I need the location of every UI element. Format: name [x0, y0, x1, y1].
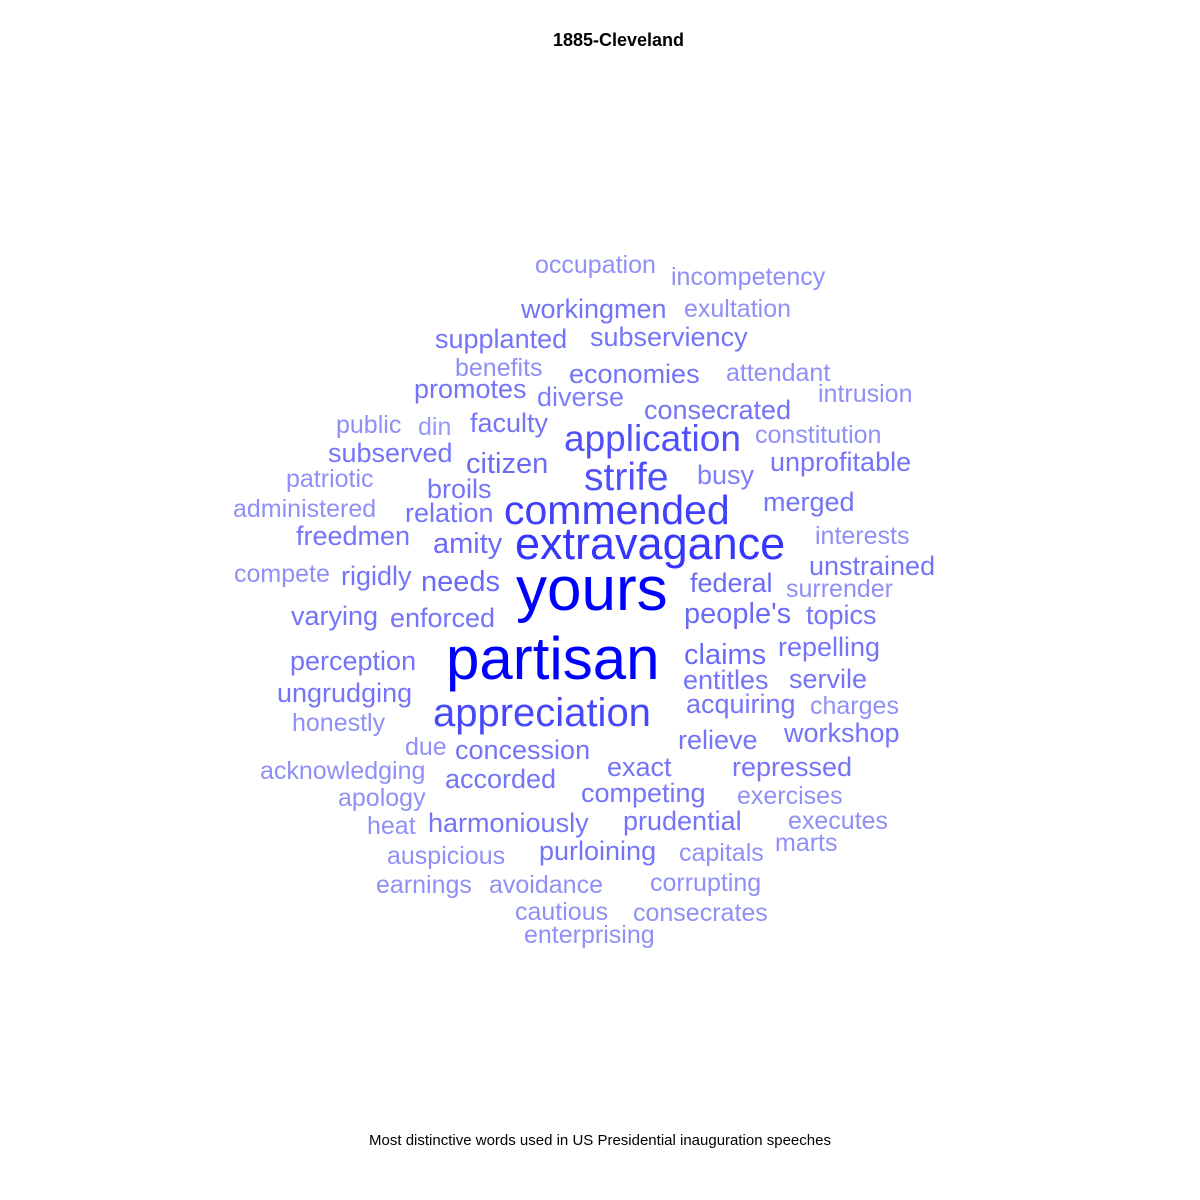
- word-diverse: diverse: [537, 382, 624, 412]
- word-benefits: benefits: [455, 354, 543, 382]
- word-consecrated: consecrated: [644, 395, 791, 425]
- chart-caption: Most distinctive words used in US Presid…: [369, 1132, 831, 1149]
- word-due: due: [405, 733, 447, 761]
- word-capitals: capitals: [679, 839, 764, 867]
- word-busy: busy: [697, 460, 755, 490]
- word-repelling: repelling: [778, 632, 880, 662]
- word-charges: charges: [810, 692, 899, 720]
- word-din: din: [418, 413, 451, 441]
- word-faculty: faculty: [470, 408, 549, 438]
- word-apology: apology: [338, 784, 426, 812]
- word-relieve: relieve: [678, 725, 758, 755]
- word-acknowledging: acknowledging: [260, 757, 425, 785]
- word-subserved: subserved: [328, 438, 453, 468]
- word-marts: marts: [775, 829, 838, 857]
- word-claims: claims: [684, 639, 766, 671]
- word-surrender: surrender: [786, 575, 893, 603]
- word-administered: administered: [233, 495, 376, 523]
- word-honestly: honestly: [292, 709, 386, 737]
- word-workingmen: workingmen: [520, 294, 667, 324]
- word-attendant: attendant: [726, 359, 830, 387]
- word-exercises: exercises: [737, 782, 843, 810]
- word-entitles: entitles: [683, 665, 769, 695]
- word-economies: economies: [569, 359, 700, 389]
- word-occupation: occupation: [535, 251, 656, 279]
- word-promotes: promotes: [414, 374, 527, 404]
- word-citizen: citizen: [466, 448, 548, 480]
- word-intrusion: intrusion: [818, 380, 913, 408]
- word-patriotic: patriotic: [286, 465, 374, 493]
- chart-title: 1885-Cleveland: [552, 30, 685, 50]
- word-concession: concession: [455, 735, 590, 765]
- word-broils: broils: [427, 474, 492, 504]
- word-unprofitable: unprofitable: [770, 447, 911, 477]
- word-interests: interests: [815, 522, 909, 550]
- word-corrupting: corrupting: [650, 869, 761, 897]
- word-earnings: earnings: [376, 871, 472, 899]
- word-people-s: people's: [684, 598, 791, 630]
- word-rigidly: rigidly: [341, 561, 412, 591]
- word-exact: exact: [607, 752, 672, 782]
- word-varying: varying: [291, 601, 378, 631]
- word-supplanted: supplanted: [435, 324, 567, 354]
- word-unstrained: unstrained: [809, 551, 935, 581]
- word-partisan: partisan: [446, 625, 659, 692]
- word-accorded: accorded: [445, 764, 556, 794]
- word-executes: executes: [788, 807, 888, 835]
- word-topics: topics: [806, 600, 877, 630]
- word-prudential: prudential: [623, 806, 742, 836]
- word-commended: commended: [504, 487, 730, 533]
- word-incompetency: incompetency: [671, 263, 826, 291]
- word-subserviency: subserviency: [590, 322, 748, 352]
- word-public: public: [336, 411, 401, 439]
- word-freedmen: freedmen: [296, 521, 410, 551]
- word-amity: amity: [433, 528, 503, 560]
- word-yours: yours: [516, 555, 668, 624]
- word-repressed: repressed: [732, 752, 852, 782]
- word-avoidance: avoidance: [489, 871, 603, 899]
- word-consecrates: consecrates: [633, 899, 768, 927]
- word-constitution: constitution: [755, 421, 881, 449]
- word-workshop: workshop: [783, 718, 900, 748]
- word-auspicious: auspicious: [387, 842, 505, 870]
- word-enforced: enforced: [390, 603, 495, 633]
- word-application: application: [564, 418, 741, 459]
- word-strife: strife: [584, 456, 669, 499]
- word-cautious: cautious: [515, 898, 608, 926]
- word-needs: needs: [421, 566, 500, 598]
- word-purloining: purloining: [539, 836, 656, 866]
- word-competing: competing: [581, 778, 706, 808]
- word-compete: compete: [234, 560, 330, 588]
- word-relation: relation: [405, 498, 494, 528]
- word-federal: federal: [690, 568, 773, 598]
- word-appreciation: appreciation: [433, 691, 651, 735]
- word-exultation: exultation: [684, 295, 791, 323]
- word-servile: servile: [789, 664, 867, 694]
- word-merged: merged: [763, 487, 855, 517]
- word-perception: perception: [290, 646, 416, 676]
- word-heat: heat: [367, 812, 416, 840]
- word-enterprising: enterprising: [524, 921, 655, 949]
- word-ungrudging: ungrudging: [277, 678, 412, 708]
- word-extravagance: extravagance: [515, 518, 785, 569]
- word-acquiring: acquiring: [686, 689, 796, 719]
- word-harmoniously: harmoniously: [428, 808, 589, 838]
